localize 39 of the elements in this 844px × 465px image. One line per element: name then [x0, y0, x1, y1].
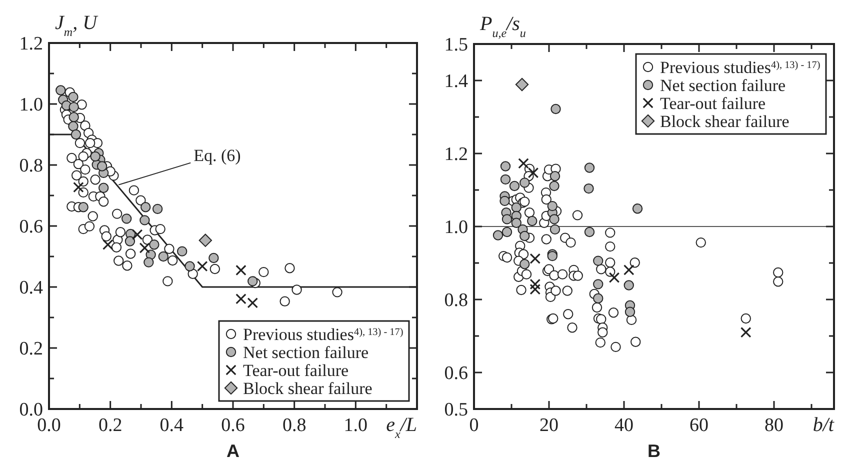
- y-tick-label: 1.0: [444, 217, 468, 238]
- text: A: [226, 441, 240, 461]
- x-axis-title: b/t: [812, 414, 834, 436]
- x-tick-label: 0.4: [160, 415, 184, 436]
- legend-label: Previous studies$^{4), 13) - 17)}$: [660, 58, 820, 77]
- y-tick-label: 0.5: [444, 400, 468, 421]
- y-axis-title: J$_{m}$, U: [55, 12, 99, 39]
- y-tick-label: 1.5: [444, 34, 468, 56]
- legend-label: Block shear failure: [243, 378, 372, 398]
- legend-label: Net section failure: [660, 76, 786, 95]
- y-tick-label: 0.4: [19, 278, 44, 299]
- x-tick-label: 20: [540, 415, 558, 436]
- y-tick-label: 0.8: [444, 290, 468, 312]
- legend-label: Tear-out failure: [243, 360, 349, 380]
- y-tick-label: 0.2: [19, 338, 43, 360]
- text: B: [648, 441, 660, 461]
- y-tick-label: 1.2: [444, 144, 468, 166]
- x-tick-label: 80: [764, 415, 784, 436]
- legend-label: Net section failure: [243, 342, 369, 362]
- y-tick-label: 1.2: [19, 34, 43, 55]
- y-tick-label: 0.6: [19, 216, 43, 238]
- annotation: Eq. (6): [194, 146, 241, 165]
- x-tick-label: 0.2: [98, 415, 122, 436]
- y-tick-label: 1.4: [444, 71, 468, 92]
- y-axis-title: P$_{u,e}$/s$_{u}$: [479, 13, 526, 40]
- legend-label: Tear-out failure: [660, 94, 766, 113]
- y-tick-label: 0.6: [444, 363, 468, 384]
- x-tick-label: 0.0: [37, 415, 61, 436]
- x-tick-label: 40: [614, 415, 634, 436]
- x-tick-label: 0.6: [221, 415, 245, 436]
- x-tick-label: 60: [690, 415, 708, 436]
- legend-label: Previous studies$^{4), 13) - 17)}$: [243, 324, 404, 344]
- y-tick-label: 1.0: [19, 94, 43, 116]
- x-tick-label: 1.0: [344, 415, 368, 436]
- x-tick-label: 0.8: [282, 415, 306, 436]
- y-tick-label: 0.8: [19, 156, 43, 177]
- legend-label: Block shear failure: [660, 112, 790, 131]
- x-tick-label: 0: [469, 415, 479, 436]
- x-axis-title: e$_{x}$/L: [386, 414, 417, 441]
